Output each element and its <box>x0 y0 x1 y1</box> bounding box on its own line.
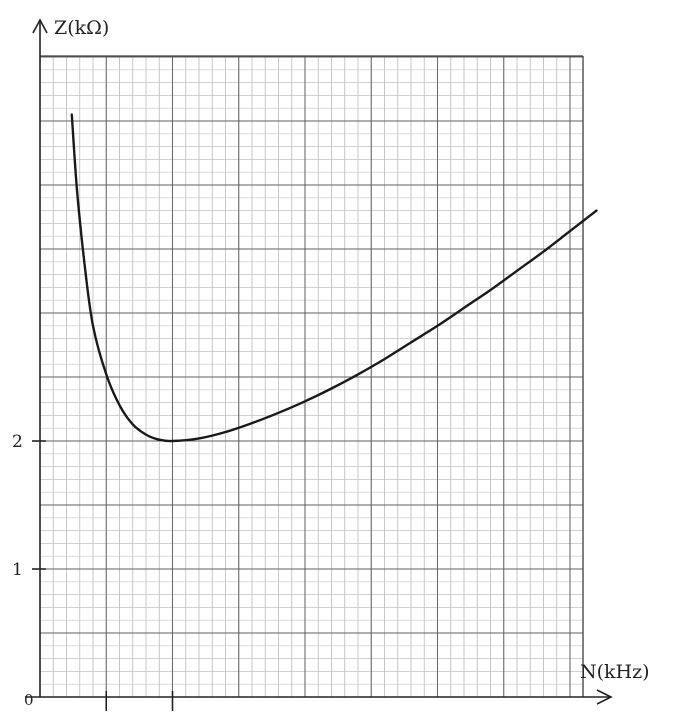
y-tick-label: 0 <box>24 691 34 709</box>
x-axis-label: N(kHz) <box>580 661 650 683</box>
grid-major <box>40 55 584 697</box>
ticks: 0 1 2 <box>12 432 174 711</box>
x-axis-arrow <box>596 689 613 705</box>
axes <box>25 18 613 705</box>
y-tick-label: 2 <box>12 432 23 452</box>
y-axis-arrow <box>32 18 48 34</box>
y-tick-label: 1 <box>12 560 23 580</box>
impedance-curve <box>70 113 598 443</box>
y-axis-label: Z(kΩ) <box>54 17 109 39</box>
series-group <box>70 113 598 443</box>
